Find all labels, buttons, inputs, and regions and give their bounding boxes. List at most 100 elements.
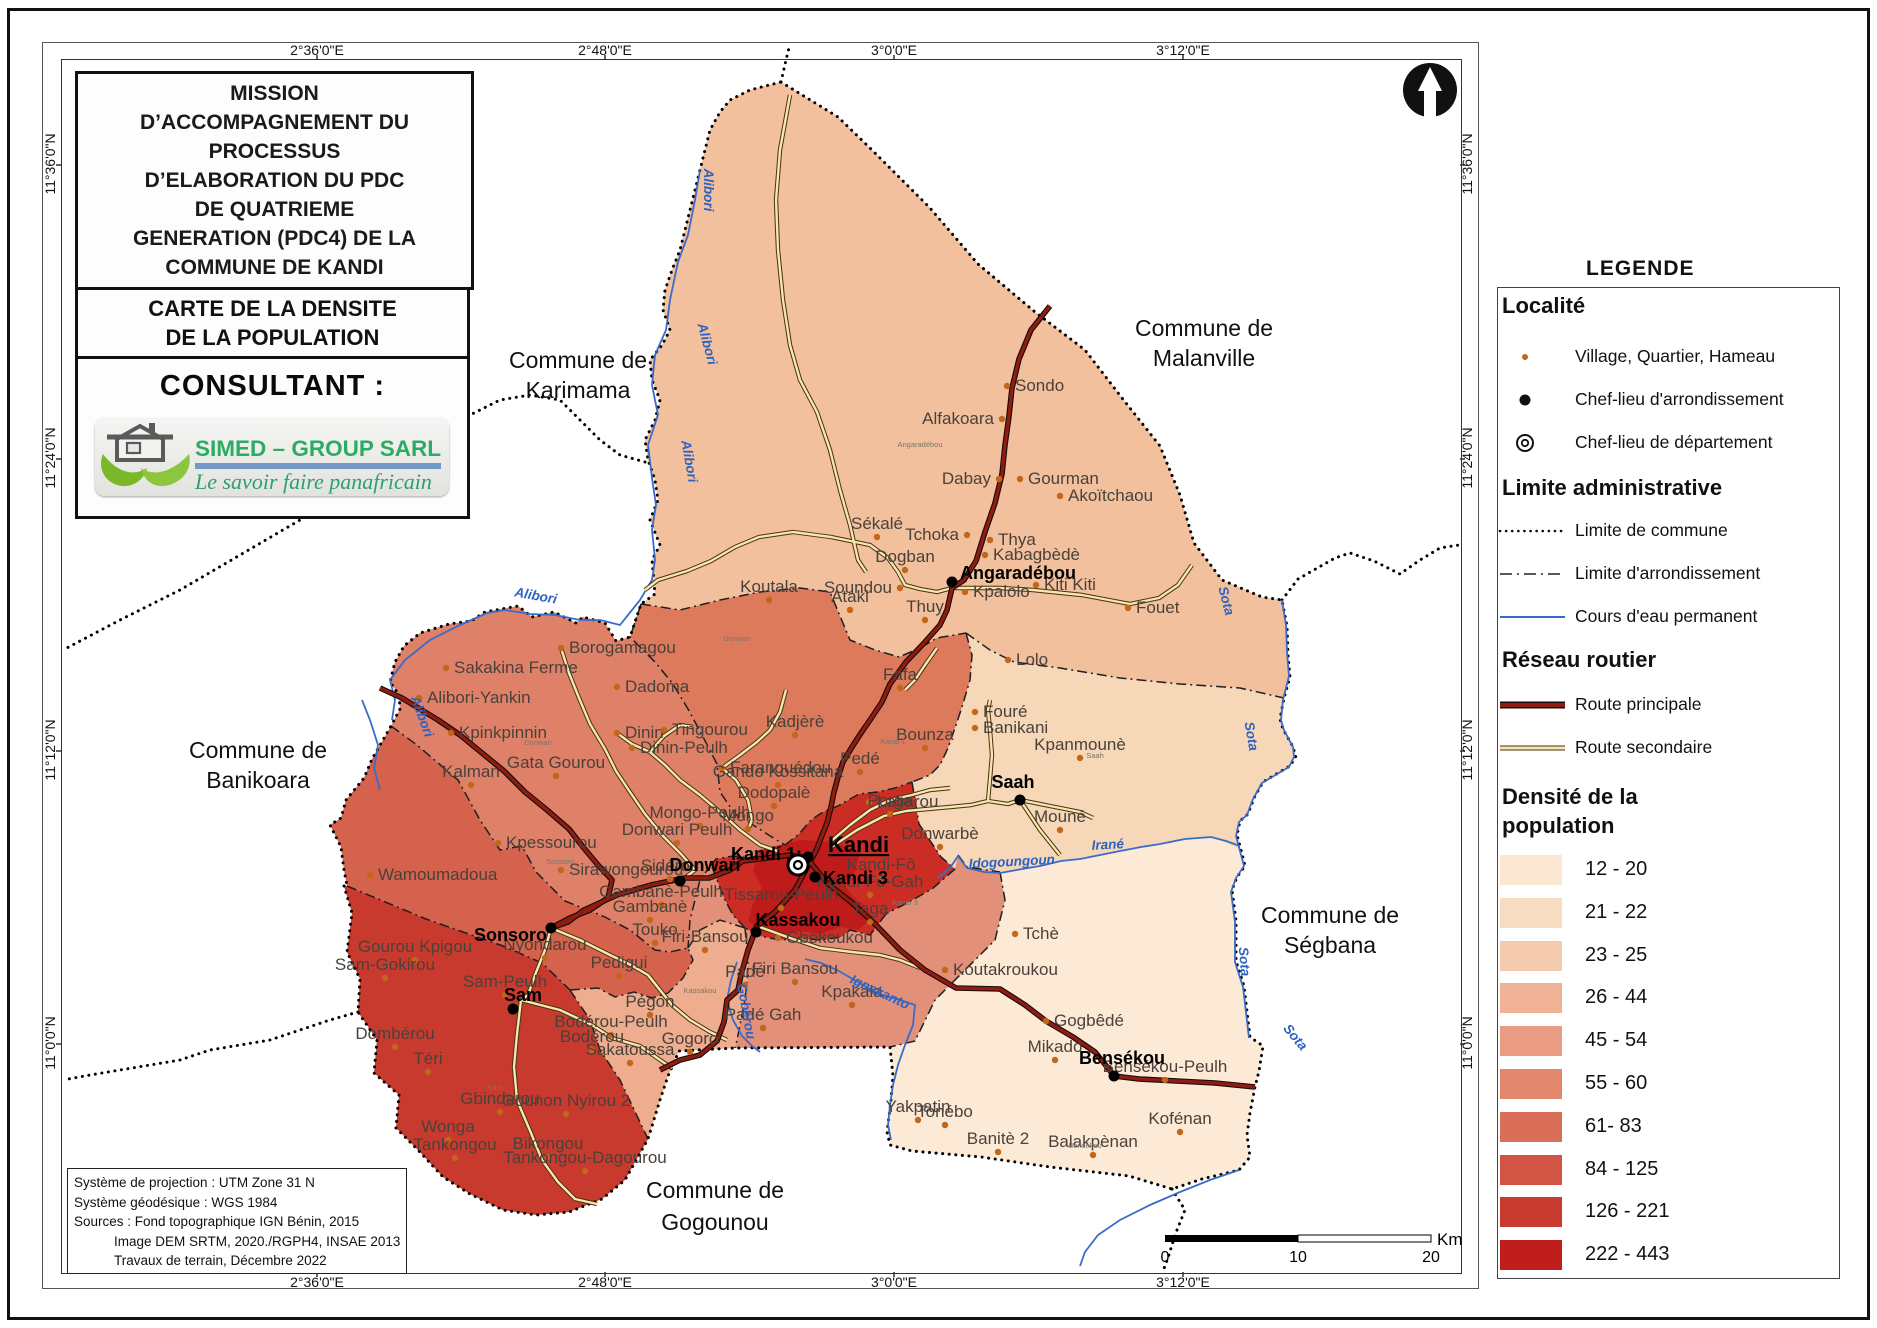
svg-text:Sota: Sota xyxy=(1236,946,1254,977)
svg-text:Bodérou: Bodérou xyxy=(560,1027,624,1046)
svg-text:Tankongou: Tankongou xyxy=(413,1135,496,1154)
svg-text:Tingourou: Tingourou xyxy=(672,720,748,739)
svg-text:Le savoir faire panafricain: Le savoir faire panafricain xyxy=(194,469,432,494)
svg-text:Gambanè-Peulh: Gambanè-Peulh xyxy=(599,882,723,901)
svg-text:Commune de: Commune de xyxy=(1135,315,1273,341)
svg-text:Sakatoussa: Sakatoussa xyxy=(586,1040,675,1059)
svg-text:10: 10 xyxy=(1289,1249,1307,1266)
svg-text:Gogounou: Gogounou xyxy=(661,1209,768,1235)
svg-text:Wamoumadoua: Wamoumadoua xyxy=(378,865,498,884)
svg-text:Idogoungoun: Idogoungoun xyxy=(968,852,1055,871)
svg-text:Sam: Sam xyxy=(504,985,542,1005)
svg-text:Donwari: Donwari xyxy=(524,738,552,747)
svg-text:Kandi 3: Kandi 3 xyxy=(823,868,888,888)
svg-text:Alibori: Alibori xyxy=(701,168,716,212)
svg-text:Gata Gourou: Gata Gourou xyxy=(507,753,605,772)
svg-text:Dabay: Dabay xyxy=(942,469,992,488)
svg-text:Commune de: Commune de xyxy=(646,1177,784,1203)
svg-text:Firi Bansou: Firi Bansou xyxy=(752,959,838,978)
svg-text:Lolo: Lolo xyxy=(1016,650,1048,669)
svg-text:Bodérou-Peulh: Bodérou-Peulh xyxy=(554,1012,667,1031)
svg-text:Dogban: Dogban xyxy=(875,547,935,566)
svg-text:Thuy: Thuy xyxy=(906,597,944,616)
svg-text:Koutakroukou: Koutakroukou xyxy=(953,960,1058,979)
svg-text:Commune de: Commune de xyxy=(509,347,647,373)
svg-text:Sam-Gokirou: Sam-Gokirou xyxy=(335,955,435,974)
svg-text:Saah: Saah xyxy=(1086,751,1104,760)
svg-text:Kpakala: Kpakala xyxy=(821,982,883,1001)
svg-text:Sonsoro: Sonsoro xyxy=(546,857,574,866)
svg-text:Kandi 3: Kandi 3 xyxy=(892,898,917,907)
svg-text:20: 20 xyxy=(1422,1249,1440,1266)
svg-text:Sonsoro: Sonsoro xyxy=(474,925,547,945)
svg-text:Mikado: Mikado xyxy=(1028,1037,1083,1056)
svg-text:Sota: Sota xyxy=(1215,585,1237,618)
svg-text:Angaradébou: Angaradébou xyxy=(960,563,1076,583)
svg-text:Dinin-Peulh: Dinin-Peulh xyxy=(640,738,728,757)
svg-text:Bensékou: Bensékou xyxy=(1068,1141,1101,1150)
svg-text:Kalman: Kalman xyxy=(442,762,500,781)
svg-text:Fouré: Fouré xyxy=(983,702,1027,721)
svg-text:Kandi-Fô-Gah: Kandi-Fô-Gah xyxy=(817,872,924,891)
svg-text:Thya: Thya xyxy=(998,530,1036,549)
svg-text:Alibori: Alibori xyxy=(512,584,558,606)
svg-text:Kassakou: Kassakou xyxy=(684,986,717,995)
svg-text:Kpessourou: Kpessourou xyxy=(506,833,597,852)
svg-text:Kadjèrè: Kadjèrè xyxy=(766,712,825,731)
svg-text:Mouné: Mouné xyxy=(1034,807,1086,826)
svg-text:Donwari: Donwari xyxy=(723,634,751,643)
svg-text:Gogbêdé: Gogbêdé xyxy=(1054,1011,1124,1030)
svg-text:Sota: Sota xyxy=(1280,1021,1311,1053)
svg-text:Mongo-Peulh: Mongo-Peulh xyxy=(649,803,750,822)
svg-text:0: 0 xyxy=(1161,1249,1170,1266)
svg-text:Alibori-Yankin: Alibori-Yankin xyxy=(427,688,531,707)
svg-text:Ségbana: Ségbana xyxy=(1284,932,1376,958)
svg-text:Dadoma: Dadoma xyxy=(625,677,690,696)
svg-text:Dombérou: Dombérou xyxy=(355,1024,434,1043)
svg-text:Sirawongourou: Sirawongourou xyxy=(569,860,683,879)
svg-text:Gourou Kpigou: Gourou Kpigou xyxy=(358,937,472,956)
svg-text:Kpalolo: Kpalolo xyxy=(973,582,1030,601)
svg-text:Yakpatin: Yakpatin xyxy=(886,1097,951,1116)
svg-text:Gambanè: Gambanè xyxy=(613,897,688,916)
svg-text:Touko: Touko xyxy=(632,920,677,939)
svg-text:Kiti Kiti: Kiti Kiti xyxy=(1044,575,1096,594)
svg-text:Donwari Peulh: Donwari Peulh xyxy=(622,820,733,839)
svg-text:Banikani: Banikani xyxy=(983,718,1048,737)
svg-text:Tissarou-Peulh: Tissarou-Peulh xyxy=(724,885,838,904)
svg-text:Tchè: Tchè xyxy=(1023,924,1059,943)
svg-text:Sota: Sota xyxy=(1242,721,1262,753)
svg-text:Kabagbèdè: Kabagbèdè xyxy=(993,545,1080,564)
svg-text:Kandi: Kandi xyxy=(828,832,889,857)
svg-text:Fouet: Fouet xyxy=(1136,598,1180,617)
svg-text:Taga: Taga xyxy=(852,899,889,918)
svg-text:Sidérou: Sidérou xyxy=(641,856,700,875)
svg-text:Gourman: Gourman xyxy=(1028,469,1099,488)
svg-text:Kandi 1:: Kandi 1: xyxy=(731,844,802,864)
svg-text:Firi-Bansou: Firi-Bansou xyxy=(662,927,749,946)
svg-text:Saah: Saah xyxy=(991,772,1034,792)
svg-text:Angaradébou: Angaradébou xyxy=(897,440,942,449)
svg-text:Irané: Irané xyxy=(1091,836,1124,853)
svg-text:Bensékou: Bensékou xyxy=(1079,1048,1165,1068)
svg-text:Kpinkpinnin: Kpinkpinnin xyxy=(459,723,547,742)
svg-text:Kandi 1: Kandi 1 xyxy=(880,737,905,746)
svg-text:Bikongou: Bikongou xyxy=(513,1134,584,1153)
svg-text:Kassakou: Kassakou xyxy=(755,910,840,930)
svg-text:Donwari: Donwari xyxy=(669,855,740,875)
svg-text:Padé Gah: Padé Gah xyxy=(725,1005,802,1024)
svg-text:Gando Kossitana: Gando Kossitana xyxy=(713,762,844,781)
svg-text:Kandi-Fô: Kandi-Fô xyxy=(847,855,916,874)
svg-text:Lafiarou: Lafiarou xyxy=(877,792,938,811)
svg-text:Nyondarou: Nyondarou xyxy=(503,935,586,954)
svg-text:Koutala: Koutala xyxy=(740,577,798,596)
svg-text:Pedigui: Pedigui xyxy=(591,953,648,972)
svg-text:Gbokoukou: Gbokoukou xyxy=(786,928,873,947)
svg-text:Dodopalè: Dodopalè xyxy=(738,783,811,802)
svg-text:Pedé: Pedé xyxy=(840,749,880,768)
svg-text:Fafa: Fafa xyxy=(883,665,918,684)
svg-text:Commune de: Commune de xyxy=(189,737,327,763)
svg-text:Km: Km xyxy=(1437,1230,1463,1249)
svg-text:Borogamagou: Borogamagou xyxy=(569,638,676,657)
svg-text:Bensékou-Peulh: Bensékou-Peulh xyxy=(1103,1057,1228,1076)
